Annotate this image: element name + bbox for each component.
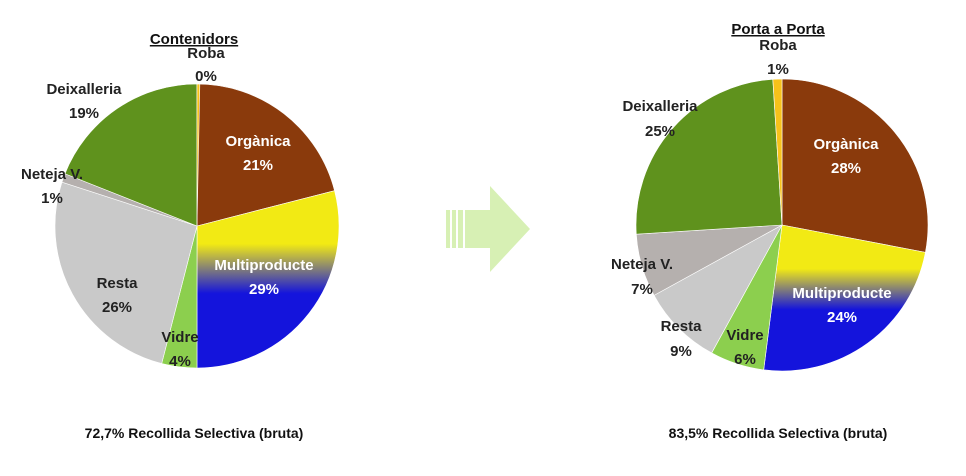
pie-slice-resta	[54, 181, 198, 364]
chart-footnote: 83,5% Recollida Selectiva (bruta)	[669, 425, 888, 441]
pie-slice-multiproducte	[196, 190, 340, 369]
slice-label-name: Orgànica	[813, 136, 879, 153]
chart-footnote: 72,7% Recollida Selectiva (bruta)	[85, 425, 304, 441]
slice-label-vidre: Vidre 6%	[726, 327, 763, 368]
slice-label-name: Multiproducte	[214, 257, 313, 274]
slice-label-name: Multiproducte	[792, 285, 891, 302]
arrow-stripe	[446, 210, 450, 248]
pie-slice-organica	[781, 78, 929, 253]
slice-label-value: 4%	[169, 353, 191, 370]
chart-title: Porta a Porta	[731, 21, 825, 38]
slice-label-value: 6%	[734, 351, 756, 368]
slice-label-name: Vidre	[161, 329, 198, 346]
slice-label-name: Resta	[661, 318, 703, 335]
slice-label-value: 0%	[195, 68, 217, 85]
slice-label-value: 7%	[631, 281, 653, 298]
slice-label-name: Vidre	[726, 327, 763, 344]
right-arrow-icon	[446, 186, 530, 272]
pie-slice-resta	[653, 224, 783, 354]
slice-label-name: Roba	[187, 45, 225, 62]
slice-label-name: Deixalleria	[46, 81, 122, 98]
arrow-stripe	[452, 210, 456, 248]
slice-label-value: 1%	[41, 190, 63, 207]
pie-slice-deixalleria	[64, 83, 198, 227]
slice-label-value: 26%	[102, 299, 132, 316]
pie-slice-roba	[196, 83, 201, 227]
slice-label-neteja: Neteja V. 1%	[21, 166, 83, 207]
pie-slice-organica	[196, 83, 335, 227]
pie-chart-porta-a-porta: Porta a Porta Roba 1% Deixalleria 25% Or…	[611, 21, 929, 441]
pie-slices	[635, 78, 929, 372]
slice-label-value: 9%	[670, 343, 692, 360]
slice-label-name: Roba	[759, 37, 797, 54]
slice-label-deixalleria: Deixalleria 25%	[622, 98, 698, 140]
slice-label-roba: Roba 0%	[187, 45, 225, 85]
slice-label-vidre: Vidre 4%	[161, 329, 198, 370]
slice-label-roba: Roba 1%	[759, 37, 797, 78]
slice-label-deixalleria: Deixalleria 19%	[46, 81, 122, 122]
slice-label-name: Orgànica	[225, 133, 291, 150]
arrow-stripe	[458, 210, 463, 248]
slice-label-multiproducte: Multiproducte 24%	[792, 285, 891, 326]
pie-slices	[54, 83, 340, 369]
slice-label-value: 28%	[831, 160, 861, 177]
pie-slice-deixalleria	[635, 78, 783, 235]
slice-label-neteja: Neteja V. 7%	[611, 256, 673, 298]
arrow-head	[465, 186, 530, 272]
slice-label-multiproducte: Multiproducte 29%	[214, 257, 313, 298]
pie-slice-roba	[772, 78, 783, 226]
slice-label-name: Deixalleria	[622, 98, 698, 115]
slice-label-organica: Orgànica 28%	[813, 136, 879, 177]
slice-label-name: Neteja V.	[21, 166, 83, 183]
slice-label-resta: Resta 9%	[661, 318, 703, 360]
slice-label-name: Resta	[97, 275, 139, 292]
chart-title: Contenidors	[150, 31, 238, 48]
slice-label-value: 25%	[645, 123, 675, 140]
pie-slice-multiproducte	[763, 224, 926, 372]
slice-label-value: 24%	[827, 309, 857, 326]
slice-label-value: 1%	[767, 61, 789, 78]
slice-label-value: 19%	[69, 105, 99, 122]
slice-label-value: 29%	[249, 281, 279, 298]
pie-chart-contenidors: Contenidors Roba 0% Deixalleria 19% Orgà…	[21, 31, 340, 441]
slice-label-name: Neteja V.	[611, 256, 673, 273]
slice-label-resta: Resta 26%	[97, 275, 139, 316]
slice-label-value: 21%	[243, 157, 273, 174]
slice-label-organica: Orgànica 21%	[225, 133, 291, 174]
